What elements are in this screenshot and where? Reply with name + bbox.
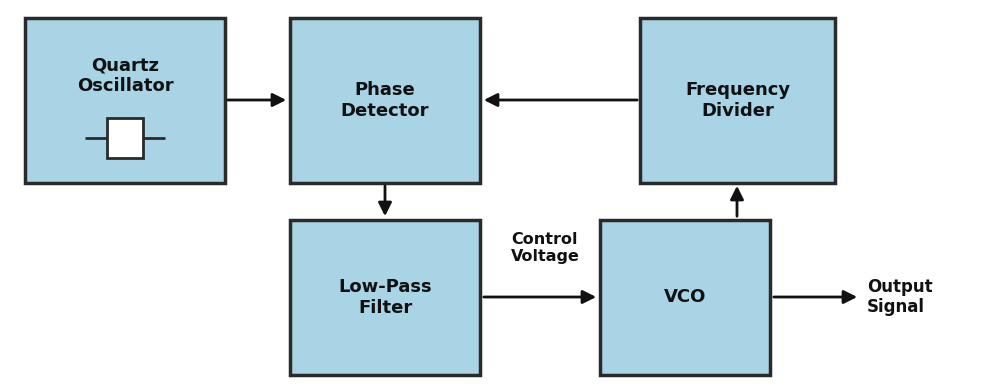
Bar (600, 220, 770, 375)
Bar (640, 18, 835, 183)
Text: Quartz
Oscillator: Quartz Oscillator (77, 56, 173, 95)
Bar (290, 18, 480, 183)
Text: Control
Voltage: Control Voltage (511, 232, 580, 265)
Bar (107, 118, 143, 158)
Text: Low-Pass
Filter: Low-Pass Filter (339, 278, 431, 317)
Bar (25, 18, 225, 183)
Bar (290, 220, 480, 375)
Text: VCO: VCO (664, 289, 707, 307)
Text: Frequency
Divider: Frequency Divider (685, 81, 790, 120)
Text: Phase
Detector: Phase Detector (341, 81, 429, 120)
Text: Output
Signal: Output Signal (867, 278, 932, 316)
